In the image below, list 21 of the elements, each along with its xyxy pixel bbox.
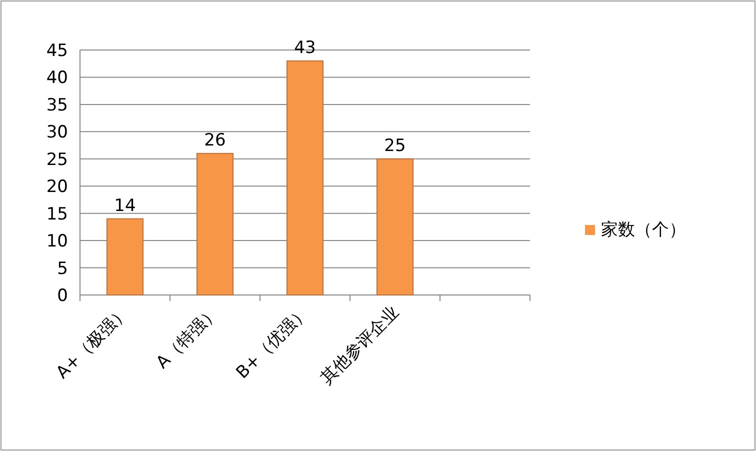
y-tick-label: 15 [46,204,68,224]
data-label: 43 [294,38,316,58]
x-tick-label: B+（优强） [232,302,314,383]
y-tick-label: 30 [46,122,68,143]
y-tick-label: 5 [57,258,68,279]
data-label: 26 [204,130,226,150]
bar [286,60,324,296]
y-tick-label: 45 [46,41,68,61]
y-tick-label: 25 [46,150,68,170]
y-tick-label: 20 [46,177,68,198]
x-tick-label: A（特强） [152,302,224,373]
y-tick-label: 40 [46,68,68,88]
y-tick-label: 35 [46,95,68,116]
data-label: 25 [384,136,406,156]
y-tick-label: 10 [46,232,68,252]
bar [376,158,414,296]
x-tick-label: 其他参评企业 [316,302,404,389]
bar [196,152,234,296]
legend-label: 家数（个） [601,220,686,240]
bar [106,218,144,296]
data-label: 14 [114,196,136,216]
